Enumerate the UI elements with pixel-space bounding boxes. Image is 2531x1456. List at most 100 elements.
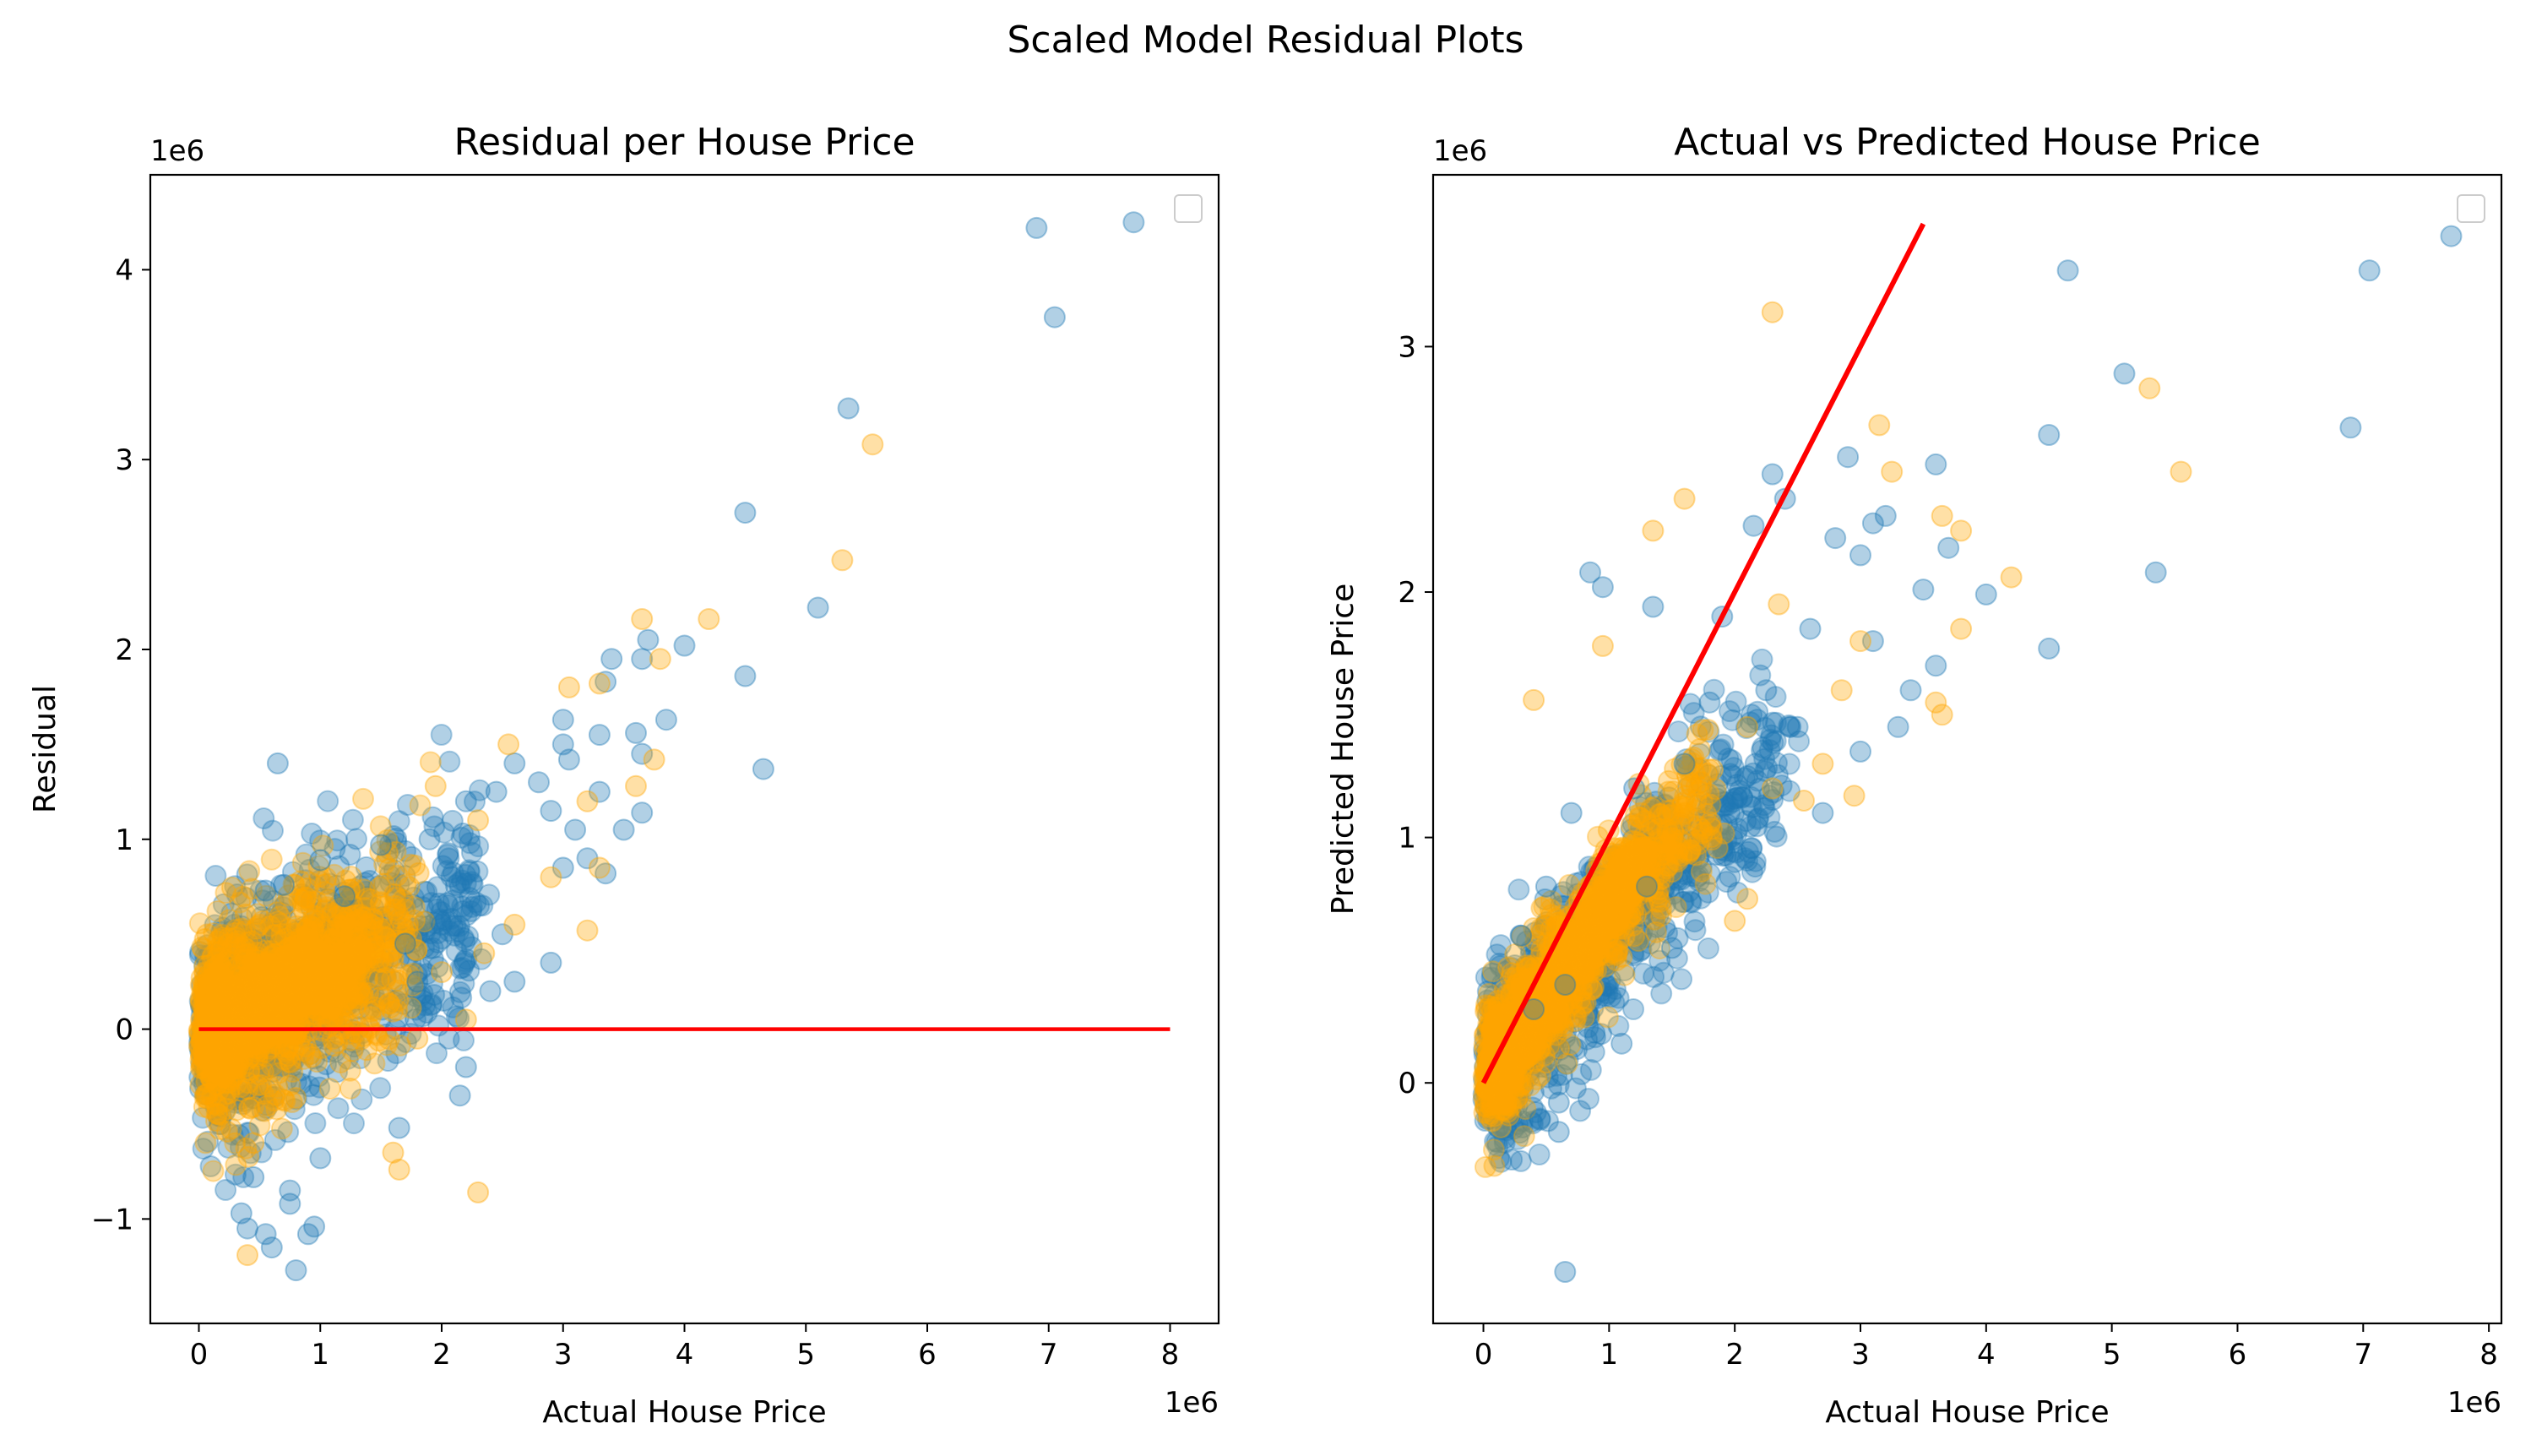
scatter-point: [273, 1046, 296, 1069]
scatter-point: [245, 991, 268, 1013]
scatter-point: [261, 964, 284, 986]
scatter-point: [291, 883, 313, 905]
scatter-point: [266, 1075, 289, 1098]
scatter-point: [199, 1046, 222, 1068]
scatter-point: [415, 1002, 438, 1024]
scatter-point: [208, 1113, 231, 1136]
scatter-point: [241, 1080, 263, 1103]
scatter-point: [220, 876, 243, 899]
scatter-point: [256, 994, 279, 1017]
scatter-point: [360, 959, 383, 981]
scatter-point: [388, 923, 410, 946]
scatter-point: [831, 549, 854, 572]
scatter-point: [259, 1032, 282, 1055]
scatter-point: [323, 970, 345, 992]
scatter-point: [218, 993, 241, 1016]
scatter-point: [208, 1047, 231, 1070]
scatter-point: [540, 866, 562, 888]
scatter-point: [284, 953, 307, 975]
scatter-point: [198, 964, 220, 986]
scatter-point: [404, 909, 426, 932]
scatter-point: [233, 1015, 256, 1038]
scatter-point: [244, 962, 267, 985]
scatter-point: [216, 1032, 239, 1055]
scatter-point: [222, 1051, 245, 1074]
scatter-point: [250, 928, 273, 951]
scatter-point: [198, 1031, 220, 1054]
scatter-point: [1596, 1006, 1619, 1029]
scatter-point: [323, 838, 346, 861]
scatter-point: [320, 1005, 343, 1028]
scatter-point: [248, 1010, 271, 1033]
scatter-point: [201, 1001, 224, 1024]
scatter-point: [308, 953, 331, 975]
scatter-point: [631, 608, 654, 630]
scatter-point: [341, 883, 363, 906]
scatter-point: [264, 1084, 286, 1106]
scatter-point: [235, 887, 258, 910]
scatter-point: [244, 996, 267, 1019]
scatter-point: [327, 981, 350, 1003]
scatter-point: [437, 894, 459, 916]
scatter-point: [454, 790, 477, 812]
scatter-point: [259, 958, 282, 981]
scatter-point: [259, 1057, 282, 1079]
scatter-point: [1569, 1100, 1592, 1122]
scatter-point: [285, 1071, 307, 1093]
scatter-point: [388, 810, 410, 833]
scatter-point: [303, 988, 326, 1011]
scatter-point: [277, 1004, 300, 1027]
scatter-point: [265, 939, 288, 962]
scatter-point: [290, 1073, 312, 1095]
scatter-point: [673, 634, 696, 657]
scatter-point: [311, 970, 334, 992]
scatter-point: [253, 964, 276, 986]
scatter-point: [274, 991, 297, 1014]
scatter-point: [198, 1057, 221, 1079]
scatter-point: [551, 709, 574, 731]
scatter-point: [301, 975, 324, 998]
scatter-point: [458, 859, 481, 882]
scatter-point: [344, 910, 367, 933]
scatter-point: [210, 986, 232, 1009]
scatter-point: [310, 917, 333, 940]
scatter-point: [198, 973, 221, 996]
scatter-point: [654, 709, 677, 731]
scatter-point: [363, 970, 386, 993]
scatter-point: [232, 936, 255, 959]
scatter-point: [345, 828, 367, 850]
scatter-point: [385, 828, 408, 850]
scatter-point: [275, 994, 298, 1017]
scatter-point: [229, 1033, 252, 1056]
scatter-point: [295, 843, 318, 866]
scatter-point: [340, 934, 363, 957]
scatter-point: [324, 874, 347, 897]
scatter-point: [323, 953, 346, 975]
scatter-point: [426, 876, 448, 899]
scatter-point: [265, 1002, 288, 1024]
scatter-point: [229, 1136, 252, 1159]
scatter-point: [225, 1020, 247, 1043]
scatter-point: [378, 864, 401, 887]
scatter-point: [349, 910, 372, 932]
scatter-point: [191, 1041, 213, 1064]
scatter-point: [195, 965, 218, 988]
scatter-point: [303, 975, 326, 997]
scatter-point: [259, 997, 282, 1020]
scatter-point: [540, 800, 562, 823]
scatter-point: [345, 904, 368, 926]
scatter-point: [274, 908, 297, 931]
scatter-point: [201, 951, 224, 974]
scatter-point: [255, 1094, 277, 1116]
scatter-point: [339, 1077, 361, 1100]
scatter-point: [236, 959, 258, 982]
scatter-point: [188, 1066, 211, 1089]
scatter-point: [311, 980, 333, 1002]
scatter-point: [334, 951, 356, 974]
scatter-point: [322, 950, 344, 973]
scatter-point: [238, 963, 261, 986]
scatter-point: [324, 981, 347, 1002]
scatter-point: [285, 1004, 307, 1027]
scatter-point: [208, 1025, 231, 1048]
